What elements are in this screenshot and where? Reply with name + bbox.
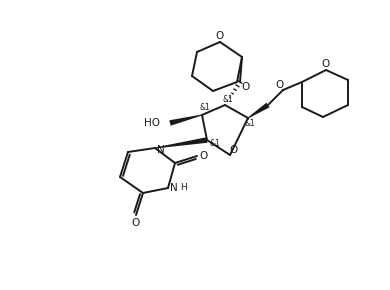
- Text: O: O: [241, 82, 249, 92]
- Text: N: N: [170, 183, 178, 193]
- Text: O: O: [276, 80, 284, 90]
- Text: HO: HO: [144, 118, 160, 128]
- Text: O: O: [322, 59, 330, 69]
- Text: O: O: [199, 151, 207, 161]
- Text: O: O: [229, 145, 237, 155]
- Text: H: H: [180, 182, 187, 191]
- Text: &1: &1: [245, 119, 255, 128]
- Text: &1: &1: [210, 139, 220, 148]
- Polygon shape: [169, 115, 202, 126]
- Polygon shape: [248, 103, 269, 118]
- Text: &1: &1: [223, 95, 233, 104]
- Text: O: O: [132, 218, 140, 228]
- Text: N: N: [157, 145, 165, 155]
- Polygon shape: [155, 137, 207, 148]
- Text: &1: &1: [200, 104, 210, 113]
- Text: O: O: [216, 31, 224, 41]
